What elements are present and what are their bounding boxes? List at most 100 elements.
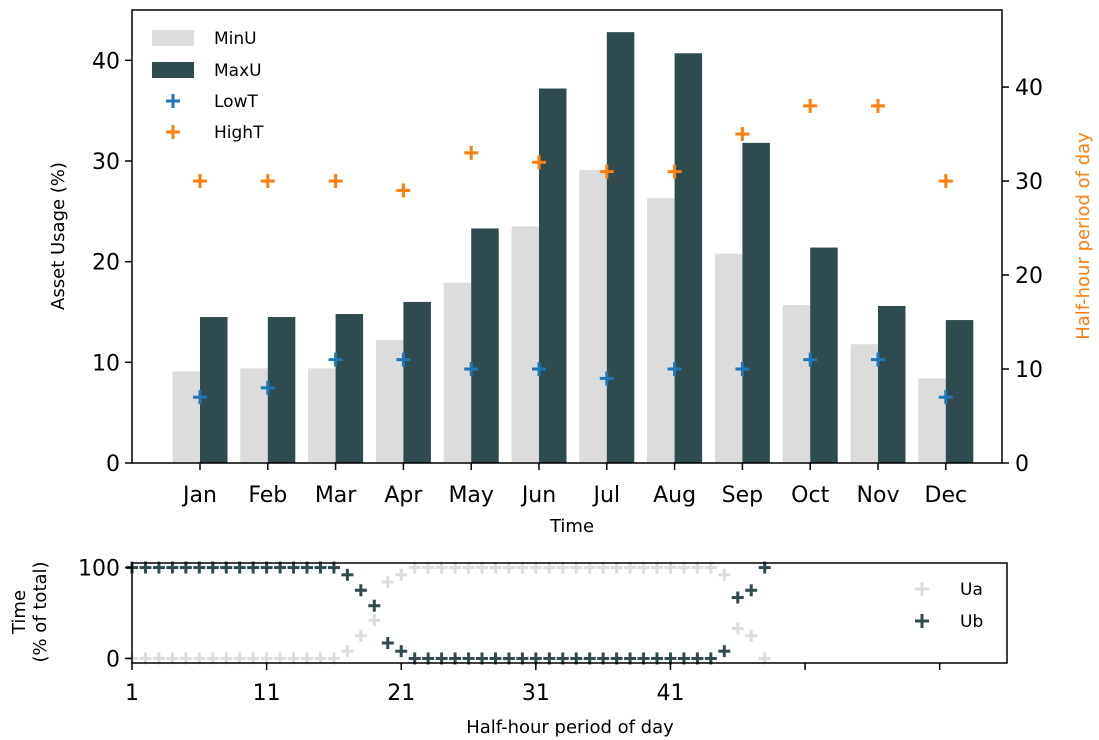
legend-hight-marker bbox=[166, 125, 180, 139]
top-y2-axis-label: Half-hour period of day bbox=[1073, 132, 1094, 340]
hight-point-jul bbox=[599, 164, 614, 179]
bottom-x-tick-label: 41 bbox=[656, 681, 684, 706]
legend-label-minu: MinU bbox=[214, 29, 257, 49]
lowt-point-jan bbox=[193, 390, 207, 405]
maxu-bar-aug bbox=[674, 53, 703, 463]
y-tick-label: 30 bbox=[92, 150, 120, 175]
lowt-point-jun bbox=[532, 362, 546, 377]
minu-bar-jul bbox=[579, 170, 607, 463]
ua-point bbox=[381, 576, 394, 589]
hight-point-mar bbox=[328, 174, 343, 189]
x-tick-label-sep: Sep bbox=[722, 483, 763, 508]
maxu-bar-jul bbox=[606, 32, 635, 463]
bottom-plot-frame bbox=[131, 562, 1008, 664]
y-tick-label: 0 bbox=[106, 452, 120, 477]
maxu-bar-feb bbox=[267, 317, 296, 463]
lowt-point-may bbox=[464, 362, 479, 377]
ua-point bbox=[354, 629, 367, 642]
ua-point bbox=[368, 614, 381, 627]
bottom-y-tick-label: 100 bbox=[78, 557, 120, 582]
legend-minu-swatch bbox=[152, 30, 194, 46]
top-bars bbox=[172, 32, 974, 464]
hight-point-jun bbox=[532, 155, 546, 170]
hight-point-dec bbox=[938, 174, 953, 189]
legend-maxu-swatch bbox=[152, 62, 194, 78]
ua-point bbox=[731, 622, 744, 635]
hight-point-feb bbox=[260, 174, 275, 189]
hight-point-may bbox=[464, 145, 479, 160]
maxu-bar-apr bbox=[403, 301, 431, 463]
lowt-point-aug bbox=[667, 362, 682, 377]
legend-label-ua: Ua bbox=[960, 580, 983, 600]
lowt-point-mar bbox=[328, 352, 343, 367]
ub-point bbox=[381, 637, 394, 649]
x-tick-label-mar: Mar bbox=[315, 483, 357, 508]
hight-point-aug bbox=[667, 164, 682, 179]
hight-point-sep bbox=[735, 127, 750, 142]
y-tick-label: 10 bbox=[92, 351, 120, 376]
legend-label-hight: HighT bbox=[214, 123, 264, 143]
lowt-point-sep bbox=[735, 362, 750, 377]
minu-bar-nov bbox=[850, 344, 878, 463]
x-tick-label-aug: Aug bbox=[653, 483, 696, 508]
legend-label-maxu: MaxU bbox=[214, 61, 262, 81]
legend-ua-marker bbox=[915, 582, 929, 596]
ua-point bbox=[341, 645, 354, 658]
top-x-axis-label: Time bbox=[549, 516, 594, 537]
hight-point-nov bbox=[871, 98, 885, 113]
y2-tick-label: 40 bbox=[1015, 76, 1043, 101]
ub-point bbox=[718, 645, 731, 658]
lowt-point-nov bbox=[871, 352, 885, 367]
maxu-bar-jun bbox=[539, 88, 567, 464]
ub-point bbox=[731, 591, 744, 604]
lowt-point-apr bbox=[396, 352, 411, 367]
top-points bbox=[193, 98, 953, 405]
maxu-bar-may bbox=[471, 228, 499, 463]
y2-tick-label: 30 bbox=[1015, 170, 1043, 195]
y2-tick-label: 10 bbox=[1015, 358, 1043, 383]
lowt-point-jul bbox=[599, 371, 614, 386]
maxu-bar-mar bbox=[335, 314, 364, 463]
x-tick-label-jul: Jul bbox=[592, 483, 621, 508]
top-plot-frame bbox=[131, 9, 1003, 464]
bottom-legend: Ua Ub bbox=[915, 580, 983, 632]
bottom-y-axis-label-line1: Time bbox=[9, 590, 30, 635]
minu-bar-may bbox=[443, 282, 472, 463]
y-tick-label: 40 bbox=[92, 49, 120, 74]
maxu-bar-nov bbox=[878, 305, 906, 463]
ub-point bbox=[745, 584, 758, 597]
bottom-x-tick-label: 1 bbox=[125, 681, 139, 706]
legend-lowt-marker bbox=[166, 94, 180, 108]
y-tick-label: 20 bbox=[92, 251, 120, 276]
bottom-x-tick-label: 31 bbox=[522, 681, 550, 706]
x-tick-label-nov: Nov bbox=[857, 483, 900, 508]
minu-bar-jun bbox=[511, 226, 539, 463]
maxu-bar-jan bbox=[200, 317, 228, 463]
y2-tick-label: 0 bbox=[1015, 452, 1029, 477]
lowt-point-dec bbox=[938, 390, 953, 405]
x-tick-label-jan: Jan bbox=[181, 483, 217, 508]
y2-tick-label: 20 bbox=[1015, 264, 1043, 289]
minu-bar-aug bbox=[647, 198, 675, 463]
ub-point bbox=[395, 645, 408, 658]
maxu-bar-oct bbox=[810, 247, 838, 463]
ub-point bbox=[354, 584, 367, 597]
x-tick-label-jun: Jun bbox=[520, 483, 556, 508]
x-tick-label-oct: Oct bbox=[791, 483, 829, 508]
minu-bar-dec bbox=[918, 378, 946, 463]
lowt-point-oct bbox=[803, 352, 818, 367]
bottom-points bbox=[126, 561, 771, 665]
ua-point bbox=[395, 568, 408, 581]
bottom-x-tick-label: 21 bbox=[387, 681, 415, 706]
legend-label-lowt: LowT bbox=[214, 92, 258, 112]
minu-bar-mar bbox=[308, 368, 336, 463]
ua-point bbox=[745, 629, 758, 642]
minu-bar-feb bbox=[240, 368, 268, 463]
bottom-y-tick-label: 0 bbox=[106, 647, 120, 672]
hight-point-apr bbox=[396, 183, 411, 198]
minu-bar-sep bbox=[714, 253, 743, 463]
x-tick-label-dec: Dec bbox=[925, 483, 968, 508]
lowt-point-feb bbox=[260, 380, 275, 395]
